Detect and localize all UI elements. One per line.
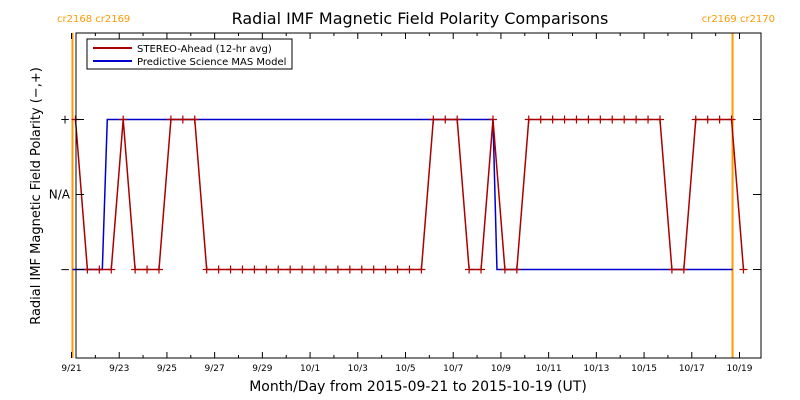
data-point-marker: [453, 115, 462, 124]
data-point-marker: [262, 265, 271, 274]
data-point-marker: [536, 115, 545, 124]
data-point-marker: [655, 115, 664, 124]
data-point-marker: [596, 115, 605, 124]
x-tick-label: 10/17: [679, 364, 705, 374]
data-point-marker: [202, 265, 211, 274]
data-point-marker: [357, 265, 366, 274]
data-point-marker: [345, 265, 354, 274]
data-point-marker: [178, 115, 187, 124]
data-point-marker: [143, 265, 152, 274]
data-point-marker: [512, 265, 521, 274]
data-point-marker: [131, 265, 140, 274]
data-point-marker: [166, 115, 175, 124]
legend-label-stereo: STEREO-Ahead (12-hr avg): [137, 44, 272, 55]
data-point-marker: [321, 265, 330, 274]
x-tick-label: 9/29: [252, 364, 272, 374]
x-tick-label: 10/5: [395, 364, 415, 374]
data-point-marker: [620, 115, 629, 124]
plot-frame: [75, 32, 762, 359]
data-point-marker: [250, 265, 259, 274]
x-tick-label: 10/13: [583, 364, 609, 374]
carrington-markers: cr2168 cr2169 cr2169 cr2170: [57, 14, 775, 358]
carrington-label: cr2168 cr2169: [57, 14, 130, 25]
data-point-marker: [286, 265, 295, 274]
x-tick-label: 10/15: [631, 364, 657, 374]
data-point-marker: [488, 115, 497, 124]
x-tick-label: 9/23: [109, 364, 129, 374]
series-layer: [71, 115, 748, 274]
data-point-marker: [274, 265, 283, 274]
data-point-marker: [393, 265, 402, 274]
data-point-marker: [333, 265, 342, 274]
x-axis-label: Month/Day from 2015-09-21 to 2015-10-19 …: [249, 379, 587, 395]
data-point-marker: [107, 265, 116, 274]
data-point-marker: [83, 265, 92, 274]
x-tick-label: 10/19: [727, 364, 753, 374]
data-point-marker: [667, 265, 676, 274]
data-point-marker: [584, 115, 593, 124]
data-point-marker: [524, 115, 533, 124]
legend-box: [86, 38, 293, 70]
data-point-marker: [691, 115, 700, 124]
data-point-marker: [405, 265, 414, 274]
data-point-marker: [632, 115, 641, 124]
data-point-marker: [739, 265, 748, 274]
data-point-marker: [608, 115, 617, 124]
data-point-marker: [465, 265, 474, 274]
data-point-marker: [644, 115, 653, 124]
data-point-marker: [679, 265, 688, 274]
x-tick-label: 10/1: [300, 364, 320, 374]
x-tick-label: 10/3: [348, 364, 368, 374]
carrington-label: cr2169 cr2170: [702, 14, 775, 25]
data-point-marker: [298, 265, 307, 274]
data-point-marker: [310, 265, 319, 274]
data-point-marker: [572, 115, 581, 124]
data-point-marker: [214, 265, 223, 274]
data-point-marker: [119, 115, 128, 124]
data-point-marker: [477, 265, 486, 274]
data-point-marker: [369, 265, 378, 274]
data-point-marker: [500, 265, 509, 274]
x-tick-label: 10/7: [443, 364, 463, 374]
x-tick-label: 9/21: [61, 364, 81, 374]
data-point-marker: [429, 115, 438, 124]
data-point-marker: [548, 115, 557, 124]
data-point-marker: [190, 115, 199, 124]
y-tick-label: N/A: [49, 188, 71, 202]
data-point-marker: [727, 115, 736, 124]
x-tick-label: 9/25: [157, 364, 177, 374]
x-tick-label: 10/11: [536, 364, 562, 374]
data-point-marker: [238, 265, 247, 274]
x-tick-label: 9/27: [205, 364, 225, 374]
data-point-marker: [95, 265, 104, 274]
data-point-marker: [560, 115, 569, 124]
data-point-marker: [226, 265, 235, 274]
data-point-marker: [154, 265, 163, 274]
y-tick-label: +: [60, 113, 70, 127]
data-point-marker: [441, 115, 450, 124]
data-point-marker: [715, 115, 724, 124]
y-axis-label: Radial IMF Magnetic Field Polarity (−,+): [29, 67, 44, 325]
legend: STEREO-Ahead (12-hr avg) Predictive Scie…: [86, 38, 293, 70]
chart-title: Radial IMF Magnetic Field Polarity Compa…: [232, 9, 609, 28]
data-point-marker: [703, 115, 712, 124]
data-point-marker: [381, 265, 390, 274]
data-point-marker: [417, 265, 426, 274]
y-tick-label: −: [60, 263, 70, 277]
legend-label-mas: Predictive Science MAS Model: [137, 57, 286, 68]
series-stereo-ahead: [71, 115, 748, 274]
axes: 9/21 9/23 9/25 9/27 9/29 10/1 10/3 10/5 10/7 10/9…: [49, 32, 762, 374]
x-tick-label: 10/9: [491, 364, 511, 374]
